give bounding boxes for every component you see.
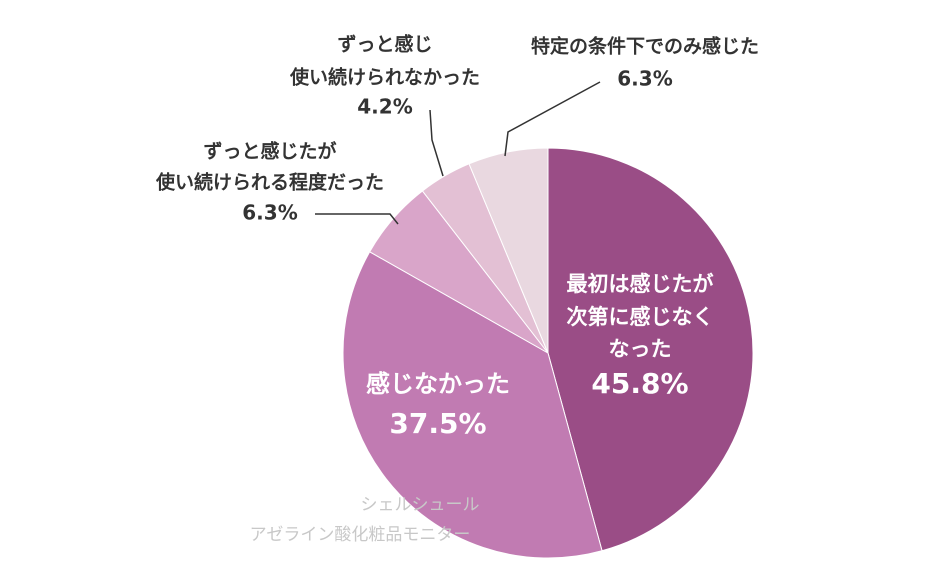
value-label: 4.2%	[357, 95, 412, 119]
leader-line	[504, 81, 601, 157]
value-label: 45.8%	[591, 367, 688, 400]
leader-line	[429, 109, 444, 177]
slice-label: 感じなかった	[366, 370, 510, 398]
pie-slice	[547, 147, 754, 552]
slice-label: なった	[609, 337, 672, 361]
value-label: 37.5%	[389, 407, 486, 440]
slice-label: 使い続けられなかった	[289, 66, 480, 89]
value-label: 6.3%	[617, 67, 672, 91]
slice-label: 最初は感じたが	[567, 272, 714, 296]
slice-label: 特定の条件下でのみ感じた	[531, 35, 759, 58]
slice-label: ずっと感じ	[337, 33, 432, 56]
pie-slice	[342, 251, 603, 559]
leader-line	[315, 213, 399, 225]
watermark: シェルシュール	[361, 495, 480, 515]
watermark: アゼライン酸化粧品モニター	[250, 525, 471, 545]
pie-slice	[468, 147, 549, 354]
slice-label: ずっと感じたが	[203, 140, 336, 163]
value-label: 6.3%	[242, 201, 297, 225]
slice-label: 次第に感じなく	[567, 305, 714, 329]
slice-label: 使い続けられる程度だった	[155, 171, 384, 194]
